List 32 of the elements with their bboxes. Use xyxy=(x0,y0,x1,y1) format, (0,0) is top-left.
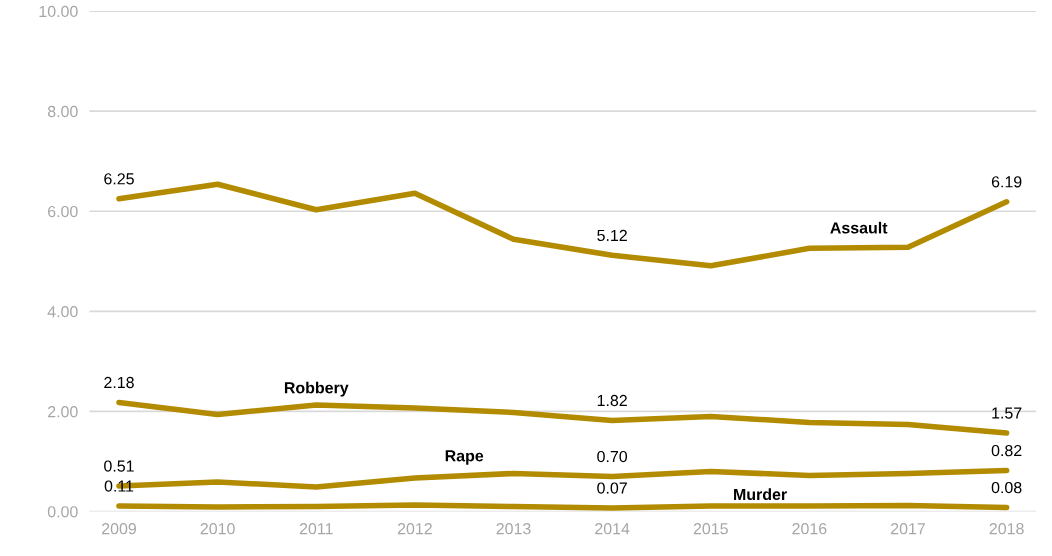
x-tick-label: 2014 xyxy=(595,523,630,535)
data-label: 6.25 xyxy=(104,173,134,185)
y-tick-label: 0.00 xyxy=(47,506,78,518)
data-label: 0.07 xyxy=(597,482,627,494)
x-tick-label: 2012 xyxy=(397,523,432,535)
x-tick-label: 2015 xyxy=(693,523,728,535)
y-tick-label: 8.00 xyxy=(47,105,78,118)
data-label: 0.70 xyxy=(597,450,628,463)
x-tick-label: 2011 xyxy=(299,523,333,535)
x-tick-label: 2017 xyxy=(891,523,925,535)
data-label: 0.08 xyxy=(991,481,1022,494)
x-tick-label: 2018 xyxy=(989,523,1024,535)
data-label: 1.57 xyxy=(992,407,1022,419)
y-tick-label: 6.00 xyxy=(48,205,78,218)
data-label: 1.82 xyxy=(597,394,627,407)
x-tick-label: 2010 xyxy=(200,523,235,535)
series-label: Robbery xyxy=(284,381,349,397)
data-label: 0.51 xyxy=(104,460,134,472)
y-tick-label: 10.00 xyxy=(39,5,78,18)
series-label: Assault xyxy=(830,221,888,234)
x-tick-label: 2013 xyxy=(496,523,531,535)
x-tick-label: 2009 xyxy=(102,523,137,535)
x-tick-label: 2016 xyxy=(792,523,827,535)
y-tick-label: 4.00 xyxy=(47,305,78,318)
data-label: 2.18 xyxy=(104,376,134,389)
series-label: Murder xyxy=(734,488,787,501)
data-label: 5.12 xyxy=(597,229,627,242)
y-tick-label: 2.00 xyxy=(48,406,78,418)
series-label: Rape xyxy=(445,450,484,465)
data-label: 6.19 xyxy=(991,176,1022,188)
data-label: 0.82 xyxy=(991,444,1022,457)
data-label: 0.11 xyxy=(104,480,134,492)
